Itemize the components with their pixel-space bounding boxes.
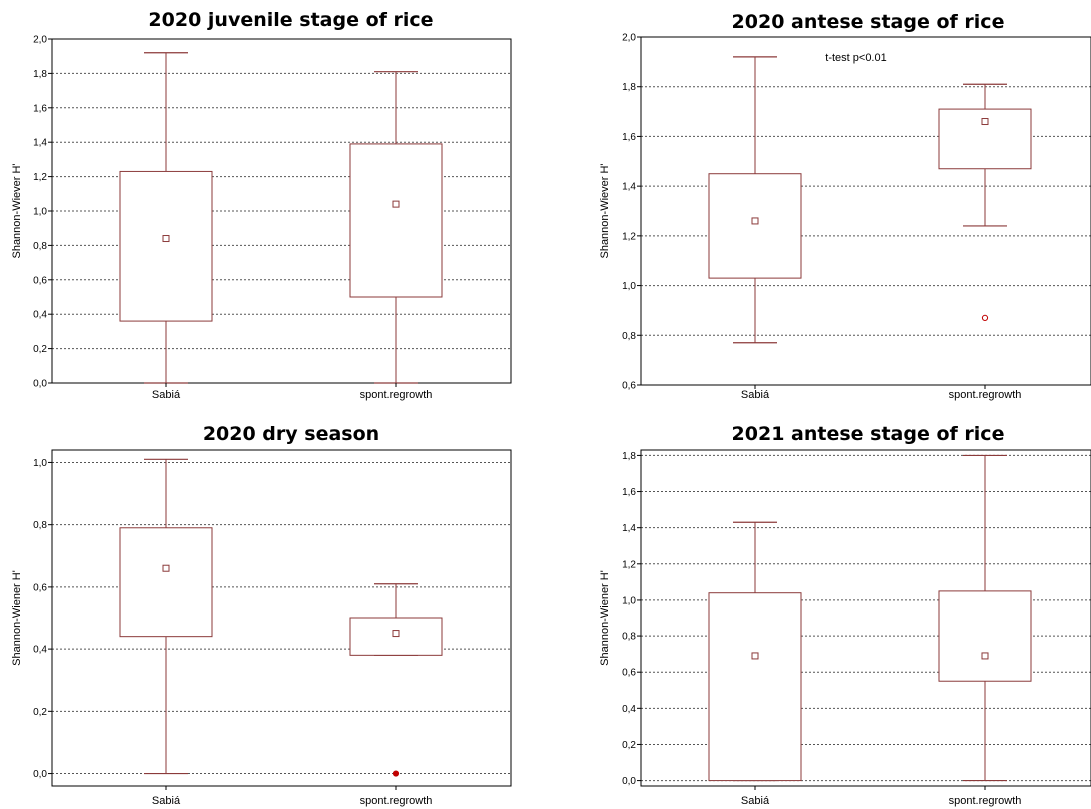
box-1 [708,56,802,344]
y-tick-label: 1,6 [33,103,47,114]
mean-marker [981,652,989,660]
outlier-point [392,770,400,777]
x-category-label: spont.regrowth [360,389,433,401]
y-tick-label: 0,0 [33,769,47,780]
mean-marker [981,118,989,126]
mean-marker [392,200,400,208]
mean-marker [751,652,759,660]
x-category-label: Sabiá [741,795,770,807]
x-category-label: Sabiá [152,795,181,807]
y-tick-label: 0,6 [33,582,47,593]
outlier-point [981,314,989,321]
box-body [708,173,802,279]
y-tick-label: 1,4 [33,138,47,149]
x-category-label: spont.regrowth [360,795,433,807]
box-2 [349,71,443,384]
y-tick-label: 0,4 [33,645,47,656]
y-axis-label: Shannon-Wiever H' [11,163,23,258]
y-tick-label: 1,0 [622,281,636,292]
y-tick-label: 0,8 [33,241,47,252]
box-2 [938,83,1032,321]
chart-title: 2021 antese stage of rice [732,423,1005,445]
y-tick-label: 1,8 [33,69,47,80]
y-tick-label: 1,8 [622,451,636,462]
y-tick-label: 2,0 [622,33,636,44]
y-tick-label: 1,0 [622,595,636,606]
box-body [119,527,213,638]
annotation-text: t-test p<0.01 [825,52,886,64]
plot-frame [640,449,1091,787]
box-1 [708,521,802,782]
y-axis-label: Shannon-Wiever H' [599,163,611,258]
y-tick-label: 1,4 [622,182,636,193]
y-tick-label: 0,4 [33,310,47,321]
chart-panel-3: 2020 dry season 0,0 0,2 0,4 0,6 0,8 1,0 Shannon… [11,423,512,807]
box-body [938,590,1032,682]
x-category-label: spont.regrowth [949,389,1022,401]
x-category-label: spont.regrowth [949,795,1022,807]
y-tick-label: 0,8 [622,331,636,342]
y-tick-label: 0,0 [33,379,47,390]
chart-panel-1: 2020 juvenile stage of rice 0,0 0,2 0,4 0,6 0… [11,9,512,401]
y-axis-label: Shannon-Wiener H' [11,570,23,666]
plot-frame [640,36,1091,386]
chart-panel-2: 2020 antese stage of rice 0,6 0,8 1,0 1,2 1,4… [599,11,1091,401]
chart-title: 2020 juvenile stage of rice [148,9,433,31]
box-body [119,170,213,322]
plot-frame [51,38,512,384]
y-tick-label: 1,0 [33,207,47,218]
y-tick-label: 0,8 [622,632,636,643]
y-tick-label: 0,0 [622,776,636,787]
box-1 [119,458,213,775]
chart-title: 2020 dry season [203,423,379,445]
box-2 [349,583,443,777]
y-tick-label: 1,6 [622,132,636,143]
y-tick-label: 2,0 [33,35,47,46]
mean-marker [392,630,400,638]
mean-marker [751,217,759,225]
chart-title: 2020 antese stage of rice [732,11,1005,33]
plot-frame [51,449,512,787]
box-body [349,143,443,298]
y-tick-label: 0,2 [33,344,47,355]
y-tick-label: 1,8 [622,82,636,93]
box-1 [119,52,213,384]
y-tick-label: 0,6 [622,381,636,392]
mean-marker [162,235,170,243]
y-axis-label: Shannon-Wiener H' [599,570,611,666]
x-category-label: Sabiá [152,389,181,401]
x-category-label: Sabiá [741,389,770,401]
box-2 [938,454,1032,782]
y-tick-label: 1,4 [622,523,636,534]
y-tick-label: 1,0 [33,458,47,469]
box-body [708,592,802,782]
y-tick-label: 1,2 [622,559,636,570]
y-tick-label: 0,2 [33,707,47,718]
y-tick-label: 1,2 [33,172,47,183]
y-tick-label: 0,2 [622,740,636,751]
mean-marker [162,564,170,572]
y-tick-label: 1,2 [622,231,636,242]
chart-panel-4: 2021 antese stage of rice 0,0 0,2 0,4 0,6 0,8… [599,423,1091,807]
y-tick-label: 1,6 [622,487,636,498]
y-tick-label: 0,6 [622,668,636,679]
y-tick-label: 0,6 [33,275,47,286]
y-tick-label: 0,4 [622,704,636,715]
y-tick-label: 0,8 [33,520,47,531]
